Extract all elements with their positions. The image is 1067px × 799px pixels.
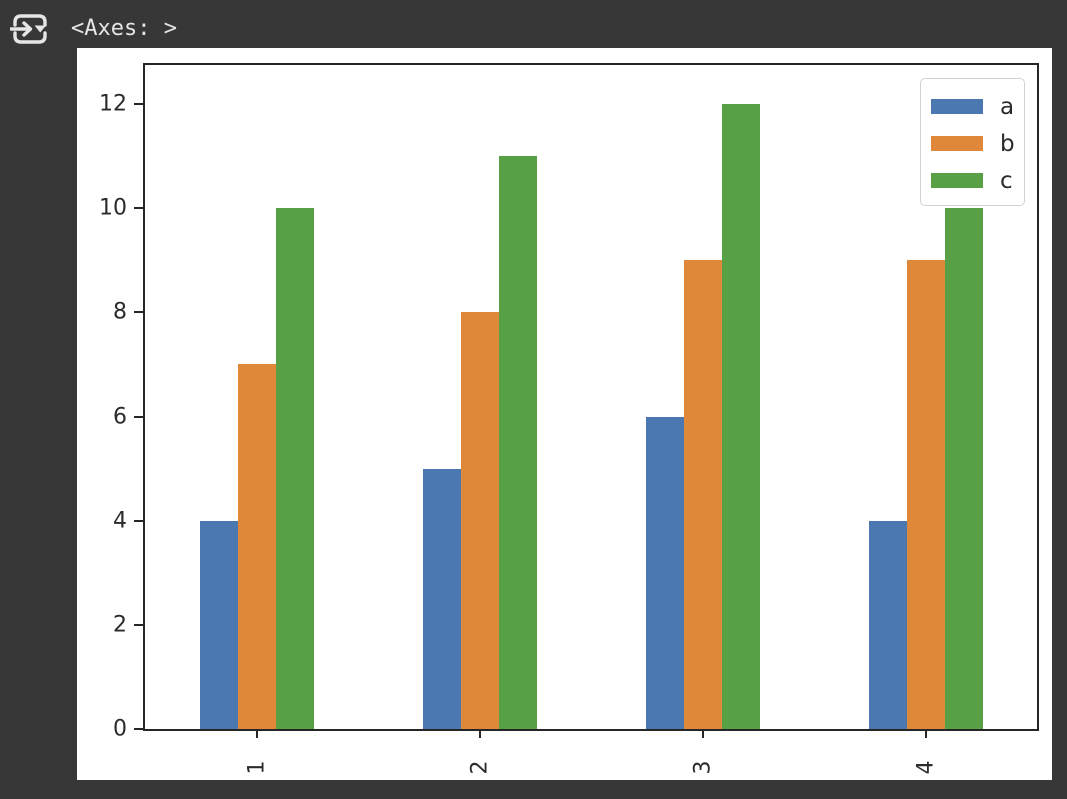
plot-area: 0 2 4 6 8 10 12 1 2 3 4 a b c	[99, 63, 1039, 774]
legend-swatch-a	[931, 99, 983, 114]
bar-a-1	[199, 520, 238, 729]
bar-b-1	[237, 364, 276, 729]
legend-swatch-b	[931, 136, 983, 151]
y-tick-label-2: 2	[113, 612, 127, 638]
bar-b-4	[906, 260, 945, 729]
y-tick-label-4: 4	[113, 508, 127, 534]
x-tick-label-text: 4	[913, 760, 938, 774]
output-mime-selector-button[interactable]	[8, 10, 52, 48]
y-tick-label-8: 8	[113, 299, 127, 325]
bar-a-2	[422, 468, 461, 729]
y-tick-mark-12	[134, 103, 143, 106]
legend-item-c: c	[931, 162, 1014, 199]
y-tick-mark-0	[134, 728, 143, 730]
bar-a-4	[868, 520, 907, 729]
output-repr-text: <Axes: >	[71, 16, 177, 41]
y-tick-mark-6	[134, 415, 143, 418]
legend-item-a: a	[931, 88, 1014, 125]
x-tick-label-text: 2	[467, 760, 492, 774]
y-tick-label-10: 10	[99, 195, 127, 221]
x-tick-label-text: 3	[690, 760, 715, 774]
legend-label-c: c	[1000, 167, 1013, 194]
x-tick-mark-4	[924, 729, 927, 738]
bar-c-2	[498, 156, 537, 729]
y-tick-label-12: 12	[99, 91, 127, 117]
bar-a-3	[645, 416, 684, 729]
bar-c-1	[275, 208, 314, 729]
y-tick-mark-10	[134, 207, 143, 210]
bar-b-2	[460, 312, 499, 729]
bar-c-4	[944, 208, 983, 729]
bar-b-3	[683, 260, 722, 729]
legend-swatch-c	[931, 173, 983, 188]
legend-label-a: a	[1000, 93, 1015, 120]
bar-c-3	[721, 104, 760, 729]
x-tick-mark-1	[255, 729, 258, 738]
x-tick-label-3: 3	[690, 749, 715, 785]
x-tick-label-4: 4	[913, 749, 938, 785]
y-tick-label-0: 0	[113, 716, 127, 742]
output-mime-selector-icon	[9, 14, 47, 44]
legend-label-b: b	[1000, 130, 1015, 157]
y-tick-mark-4	[134, 519, 143, 522]
figure-canvas: 0 2 4 6 8 10 12 1 2 3 4 a b c	[77, 48, 1052, 780]
y-tick-mark-2	[134, 623, 143, 626]
y-tick-mark-8	[134, 311, 143, 314]
x-tick-label-1: 1	[244, 749, 269, 785]
x-tick-mark-3	[701, 729, 704, 738]
x-tick-label-2: 2	[467, 749, 492, 785]
y-tick-label-6: 6	[113, 404, 127, 430]
legend-item-b: b	[931, 125, 1015, 162]
x-tick-label-text: 1	[244, 760, 269, 774]
x-tick-mark-2	[478, 729, 481, 738]
